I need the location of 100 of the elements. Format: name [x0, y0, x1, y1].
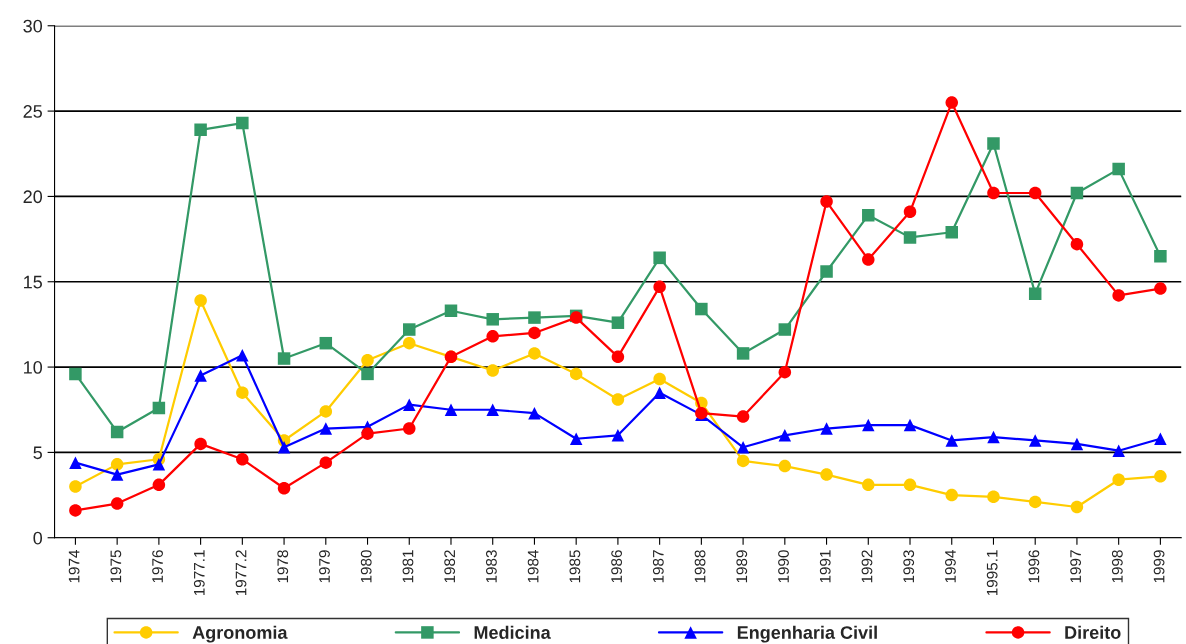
point [945, 226, 958, 239]
point [528, 347, 541, 360]
point [152, 401, 166, 415]
point [236, 386, 249, 399]
point [653, 280, 666, 294]
x-tick-label: 1983 [486, 550, 497, 583]
point [403, 422, 416, 435]
point [486, 403, 499, 416]
x-tick-label: 1993 [903, 550, 915, 583]
point [778, 365, 792, 379]
point [778, 323, 792, 336]
legend-label: Agronomia [192, 625, 288, 643]
x-tick-label: 1975 [110, 550, 122, 583]
point [736, 441, 750, 454]
x-tick-label: 1998 [1111, 550, 1123, 583]
point [862, 208, 875, 222]
point [69, 504, 82, 517]
point [361, 354, 374, 367]
point [903, 231, 917, 244]
point [569, 367, 583, 381]
y-tick-label: 25 [23, 105, 42, 118]
point [486, 364, 499, 377]
point [820, 468, 833, 481]
point [862, 478, 875, 492]
x-tick-label: 1976 [152, 550, 163, 583]
x-tick-label: 1988 [694, 550, 706, 583]
point [1070, 186, 1084, 200]
point [903, 418, 917, 432]
point [486, 330, 499, 343]
point [319, 336, 333, 350]
point [194, 123, 207, 137]
x-tick-label: 1977.2 [235, 550, 247, 596]
point [1070, 437, 1084, 451]
y-tick-label: 10 [24, 361, 43, 374]
point [569, 432, 583, 446]
point [903, 478, 917, 492]
x-tick-label: 1994 [945, 549, 956, 583]
point [528, 326, 541, 340]
x-tick-label: 1977.1 [193, 550, 205, 596]
point [1112, 162, 1125, 176]
point [987, 430, 1000, 444]
point [236, 348, 249, 362]
point [1154, 470, 1167, 483]
point [611, 429, 625, 442]
point [695, 302, 708, 316]
x-tick-label: 1984 [527, 549, 539, 583]
point [945, 434, 958, 447]
point [403, 323, 416, 336]
point [152, 478, 166, 492]
point [611, 393, 625, 406]
point [653, 372, 666, 386]
point [1028, 186, 1042, 200]
x-tick-label: 1995.1 [986, 550, 998, 596]
point [945, 96, 958, 109]
x-tick-label: 1992 [861, 550, 873, 583]
y-tick-label: 15 [24, 275, 42, 289]
y-tick-label: 30 [23, 19, 43, 33]
point [236, 452, 249, 466]
point [236, 116, 249, 130]
y-tick-label: 0 [33, 531, 43, 545]
x-tick-label: 1981 [402, 550, 414, 583]
x-tick-label: 1990 [778, 550, 789, 583]
point [319, 456, 333, 469]
point [277, 482, 291, 495]
point [403, 336, 416, 350]
point [194, 437, 207, 451]
point [319, 405, 333, 418]
point [110, 468, 124, 481]
point [1112, 444, 1125, 457]
point [862, 253, 875, 266]
x-tick-label: 1979 [319, 550, 330, 583]
point [1154, 249, 1167, 263]
point [1154, 282, 1167, 295]
x-tick-label: 1991 [819, 550, 831, 583]
point [987, 137, 1000, 150]
point [444, 304, 458, 318]
point [1154, 432, 1167, 446]
point [611, 316, 625, 329]
point [736, 347, 750, 360]
point [110, 458, 124, 471]
x-tick-label: 1974 [68, 549, 80, 583]
point [778, 459, 792, 473]
point [611, 350, 625, 364]
point [1112, 289, 1125, 302]
point [403, 398, 416, 411]
point [69, 367, 82, 381]
x-tick-label: 1989 [736, 550, 748, 583]
x-tick-label: 1978 [277, 550, 289, 583]
point [361, 367, 374, 381]
legend-label: Engenharia Civil [737, 625, 877, 643]
point [945, 488, 958, 502]
point [653, 386, 666, 399]
x-tick-label: 1996 [1028, 550, 1040, 583]
point [277, 352, 291, 365]
x-tick-label: 1997 [1070, 550, 1082, 583]
point [110, 425, 124, 439]
point [987, 186, 1000, 200]
y-tick-label: 5 [33, 446, 42, 460]
point [194, 369, 207, 382]
point [820, 422, 833, 435]
